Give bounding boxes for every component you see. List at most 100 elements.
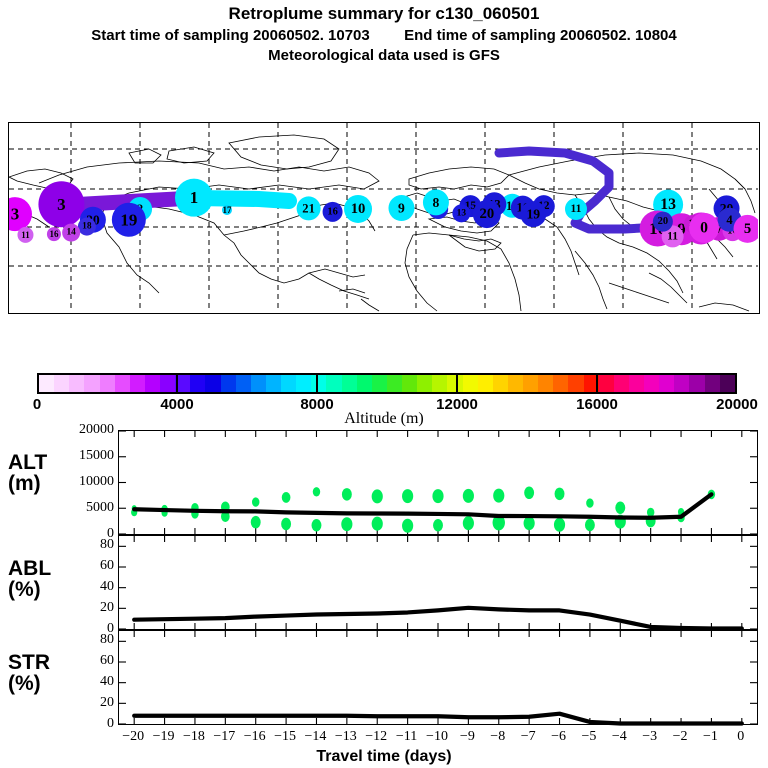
- map-marker-label: 3: [11, 205, 20, 224]
- map-marker: [733, 214, 758, 243]
- map-marker-label: 19: [526, 207, 540, 222]
- map-marker-label: 11: [571, 203, 582, 215]
- x-tick-label: −3: [642, 729, 658, 744]
- colorbar-tick-label: 0: [32, 396, 42, 413]
- colorbar-segment: [160, 375, 176, 392]
- map-marker: [77, 217, 96, 236]
- y-tick-label: 10000: [79, 474, 114, 489]
- map-marker-label: 9: [677, 220, 685, 239]
- abl-name-line1: ABL: [8, 557, 52, 580]
- scatter-point: [524, 486, 535, 500]
- colorbar-divider: [456, 373, 458, 394]
- map-marker-label: 18: [82, 222, 92, 232]
- colorbar-segment: [477, 375, 493, 392]
- alt-plot-svg: [119, 430, 757, 535]
- map-marker-label: 13: [660, 196, 676, 213]
- x-tick-label: −9: [459, 729, 475, 744]
- scatter-point: [584, 518, 595, 532]
- colorbar-segment: [628, 375, 644, 392]
- colorbar-segment: [311, 375, 327, 392]
- map-marker: [38, 181, 85, 228]
- colorbar-segment: [265, 375, 281, 392]
- x-tick-label: −16: [243, 729, 266, 744]
- y-tick-label: 0: [107, 526, 114, 541]
- map-marker: [46, 227, 61, 242]
- scatter-point: [523, 516, 535, 531]
- colorbar-segment: [114, 375, 130, 392]
- map-marker: [322, 201, 343, 222]
- alt-name-line2: (m): [8, 472, 41, 495]
- colorbar-segment: [175, 375, 191, 392]
- map-marker: [9, 197, 32, 232]
- map-marker-label: 0: [700, 219, 708, 236]
- map-marker-label: 4: [726, 213, 733, 227]
- map-marker: [564, 197, 587, 220]
- trend-line: [132, 711, 744, 726]
- colorbar-segment: [54, 375, 70, 392]
- map-marker-label: 14: [66, 228, 76, 238]
- map-marker: [422, 189, 449, 216]
- colorbar-segment: [613, 375, 629, 392]
- colorbar-segment: [583, 375, 599, 392]
- map-marker-label: 19: [120, 210, 137, 229]
- colorbar-segment: [417, 375, 433, 392]
- colorbar-segment: [39, 375, 55, 392]
- x-tick-label: −1: [702, 729, 718, 744]
- colorbar-segment: [432, 375, 448, 392]
- y-tick-label: 0: [107, 621, 114, 636]
- abl-axis-name: ABL (%): [8, 558, 51, 600]
- colorbar-segment: [553, 375, 569, 392]
- meteorology-label: Meteorological data used is GFS: [268, 47, 500, 64]
- sampling-time-line: Start time of sampling 20060502. 10703 E…: [0, 27, 768, 44]
- colorbar-segment: [250, 375, 266, 392]
- map-marker-label: 9: [398, 201, 405, 216]
- altitude-colorbar: [37, 373, 737, 394]
- map-marker-label: 21: [302, 201, 315, 215]
- abl-name-line2: (%): [8, 578, 41, 601]
- map-marker: [111, 202, 146, 237]
- colorbar-segment: [492, 375, 508, 392]
- map-marker-label: 11: [667, 230, 678, 242]
- scatter-point: [371, 516, 383, 531]
- trend-line: [132, 492, 714, 520]
- end-time-label: End time of sampling 20060502. 10804: [404, 27, 677, 44]
- scatter-point: [251, 497, 260, 507]
- y-tick-label: 20: [100, 695, 114, 711]
- colorbar-tick-label: 20000: [716, 396, 758, 413]
- map-marker-label: 12: [538, 200, 550, 212]
- colorbar-segment: [447, 375, 463, 392]
- scatter-point: [432, 489, 444, 504]
- scatter-point: [402, 518, 414, 533]
- colorbar-segment: [462, 375, 478, 392]
- map-marker: [344, 194, 373, 223]
- map-marker-label: 11: [21, 230, 30, 240]
- x-tick-label: −13: [334, 729, 357, 744]
- scatter-point: [553, 517, 566, 532]
- colorbar-segment: [568, 375, 584, 392]
- alt-panel: [118, 430, 758, 535]
- map-marker-label: 3: [57, 195, 66, 214]
- x-tick-label: −6: [551, 729, 566, 744]
- scatter-point: [341, 488, 352, 501]
- colorbar-tick-label: 16000: [576, 396, 618, 413]
- colorbar-segment: [507, 375, 523, 392]
- colorbar-segment: [84, 375, 100, 392]
- scatter-point: [250, 515, 261, 529]
- x-tick-label: −12: [365, 729, 388, 744]
- scatter-point: [371, 489, 383, 504]
- abl-panel: [118, 535, 758, 631]
- y-tick-label: 15000: [79, 448, 114, 463]
- start-time-label: Start time of sampling 20060502. 10703: [91, 27, 370, 44]
- map-svg: 1233192018141116171215141313202116109813…: [9, 123, 758, 312]
- map-marker-label: 20: [480, 206, 495, 222]
- x-tick-label: −17: [213, 729, 236, 744]
- map-marker-label: 16: [49, 229, 59, 239]
- colorbar-segment: [386, 375, 402, 392]
- y-tick-label: 80: [100, 632, 114, 648]
- map-marker: [175, 178, 214, 217]
- x-tick-label: −14: [304, 729, 327, 744]
- map-marker-label: 10: [351, 201, 366, 217]
- map-marker-label: 8: [433, 195, 440, 210]
- x-tick-label: −15: [274, 729, 297, 744]
- scatter-point: [554, 487, 565, 501]
